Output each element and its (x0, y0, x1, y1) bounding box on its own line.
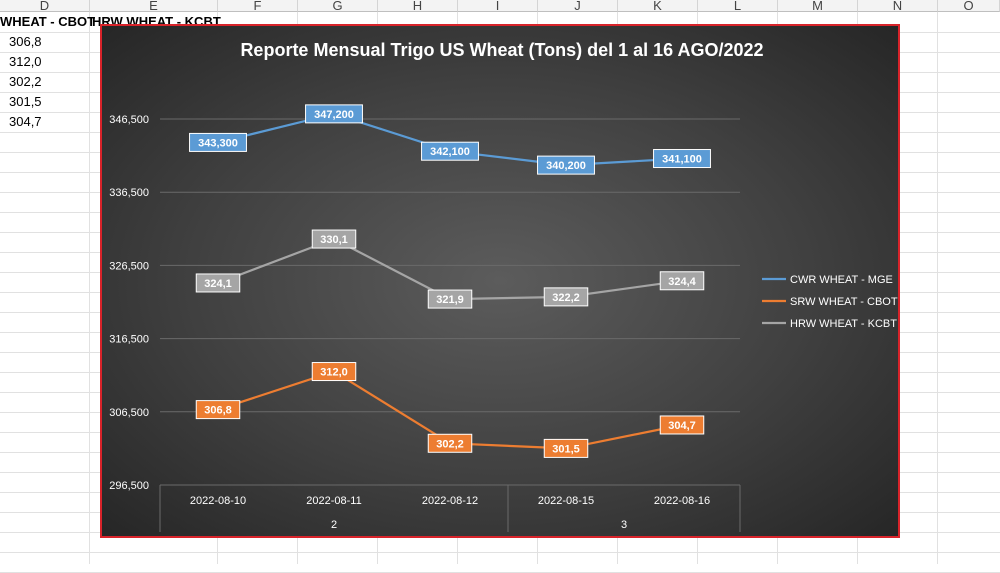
data-label-box (653, 149, 711, 169)
data-label: 340,200 (546, 160, 586, 172)
data-label-box (189, 132, 247, 152)
data-label: 341,100 (662, 154, 702, 166)
data-label-box (195, 400, 241, 420)
data-label-box (195, 273, 241, 293)
x-tick-label: 2022-08-11 (306, 495, 361, 507)
column-header-k[interactable]: K (618, 0, 698, 12)
legend-label: HRW WHEAT - KCBT (790, 318, 897, 330)
cell-d3[interactable]: 306,8 (9, 34, 42, 49)
data-label: 312,0 (320, 367, 348, 379)
data-label-box (427, 289, 473, 309)
data-label: 306,8 (204, 405, 232, 417)
y-tick-label: 326,500 (109, 260, 149, 272)
column-header-d[interactable]: D (0, 0, 90, 12)
column-header-l[interactable]: L (698, 0, 778, 12)
column-header-i[interactable]: I (458, 0, 538, 12)
cell-d5[interactable]: 302,2 (9, 74, 42, 89)
line-chart[interactable]: Reporte Mensual Trigo US Wheat (Tons) de… (100, 24, 900, 538)
column-header-f[interactable]: F (218, 0, 298, 12)
data-label: 330,1 (320, 234, 348, 246)
data-label-box (421, 141, 479, 161)
data-label-box (311, 229, 357, 249)
grid-row (0, 532, 1000, 553)
column-header-j[interactable]: J (538, 0, 618, 12)
column-header-m[interactable]: M (778, 0, 858, 12)
data-label-box (543, 438, 589, 458)
data-label: 324,1 (204, 278, 232, 290)
x-tick-label: 2022-08-12 (422, 495, 478, 507)
y-tick-label: 316,500 (109, 334, 149, 346)
data-label-box (659, 415, 705, 435)
chart-title: Reporte Mensual Trigo US Wheat (Tons) de… (240, 40, 763, 60)
data-label: 301,5 (552, 443, 580, 455)
legend-label: CWR WHEAT - MGE (790, 274, 893, 286)
column-header-n[interactable]: N (858, 0, 938, 12)
y-tick-label: 336,500 (109, 187, 149, 199)
data-label: 347,200 (314, 109, 354, 121)
x-tick-label: 2022-08-15 (538, 495, 594, 507)
column-header-h[interactable]: H (378, 0, 458, 12)
column-header-g[interactable]: G (298, 0, 378, 12)
y-tick-label: 306,500 (109, 407, 149, 419)
x-group-label: 3 (621, 519, 627, 531)
data-label: 343,300 (198, 137, 238, 149)
y-tick-label: 346,500 (109, 114, 149, 126)
x-tick-label: 2022-08-16 (654, 495, 710, 507)
x-tick-label: 2022-08-10 (190, 495, 246, 507)
legend-label: SRW WHEAT - CBOT (790, 296, 898, 308)
data-label-box (427, 433, 473, 453)
header-cell-d[interactable]: WHEAT - CBOT (0, 14, 96, 29)
data-label: 302,2 (436, 438, 464, 450)
grid-column-line (937, 12, 938, 564)
grid-column-line (89, 12, 90, 564)
data-label: 321,9 (436, 294, 464, 306)
data-label: 324,4 (668, 276, 696, 288)
data-label-box (659, 271, 705, 291)
data-label: 322,2 (552, 292, 580, 304)
y-tick-label: 296,500 (109, 480, 149, 492)
grid-row (0, 552, 1000, 573)
data-label-box (305, 104, 363, 124)
cell-d7[interactable]: 304,7 (9, 114, 42, 129)
data-label-box (537, 155, 595, 175)
data-label: 342,100 (430, 146, 470, 158)
column-header-o[interactable]: O (938, 0, 1000, 12)
column-header-e[interactable]: E (90, 0, 218, 12)
chart-canvas: Reporte Mensual Trigo US Wheat (Tons) de… (109, 40, 898, 532)
data-label-box (543, 287, 589, 307)
cell-d4[interactable]: 312,0 (9, 54, 42, 69)
x-group-label: 2 (331, 519, 337, 531)
data-label: 304,7 (668, 420, 696, 432)
data-label-box (311, 362, 357, 382)
cell-d6[interactable]: 301,5 (9, 94, 42, 109)
